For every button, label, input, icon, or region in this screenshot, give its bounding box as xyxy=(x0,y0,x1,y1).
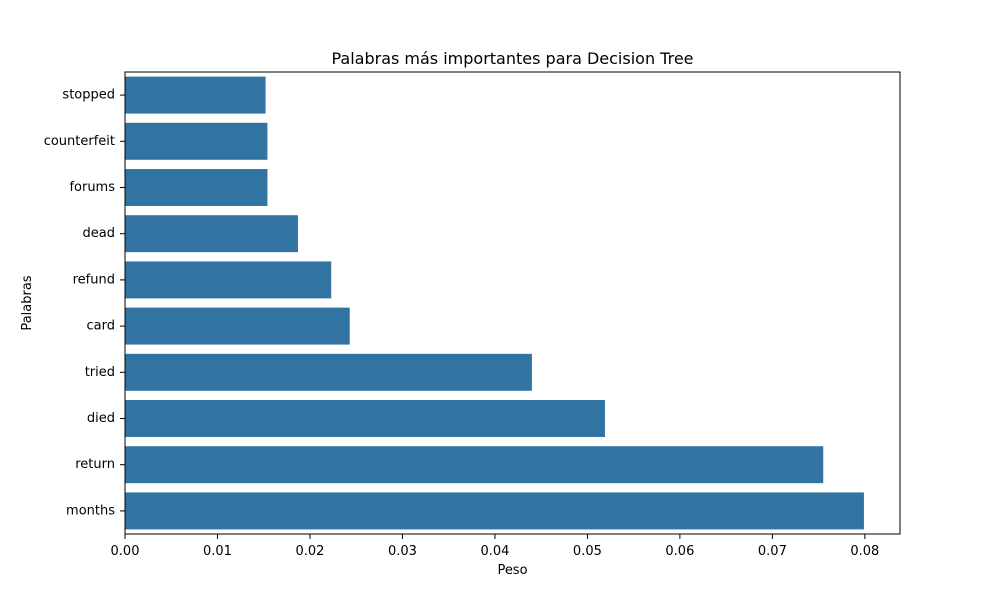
y-tick-label: card xyxy=(87,319,115,334)
x-tick-label: 0.01 xyxy=(203,544,232,559)
y-axis-label: Palabras xyxy=(20,275,35,330)
y-tick-label: tried xyxy=(85,365,115,380)
bar-died xyxy=(125,400,605,437)
bar-card xyxy=(125,307,350,345)
x-tick-label: 0.03 xyxy=(388,544,417,559)
x-tick-label: 0.08 xyxy=(850,544,879,559)
plot-frame xyxy=(124,71,901,535)
y-axis-ticks: stopped counterfeit forums dead refund card tr… xyxy=(44,88,125,518)
y-tick-label: died xyxy=(87,411,115,426)
bar-return xyxy=(125,446,824,484)
x-axis-ticks: 0.00 0.01 0.02 0.03 0.04 0.05 0.06 0.07 0.08 xyxy=(111,534,879,559)
bar-stopped xyxy=(125,76,266,114)
x-tick-label: 0.07 xyxy=(758,544,787,559)
bar-dead xyxy=(125,215,298,253)
y-tick-label: dead xyxy=(83,226,115,241)
chart-title: Palabras más importantes para Decision T… xyxy=(331,49,693,68)
bar-tried xyxy=(125,353,532,391)
bars-group xyxy=(125,76,864,530)
x-tick-label: 0.06 xyxy=(665,544,694,559)
x-tick-label: 0.00 xyxy=(111,544,140,559)
y-tick-label: refund xyxy=(73,272,115,287)
y-tick-label: return xyxy=(75,457,115,472)
x-axis-label: Peso xyxy=(497,563,527,578)
x-tick-label: 0.05 xyxy=(573,544,602,559)
y-tick-label: counterfeit xyxy=(44,134,115,149)
y-tick-label: months xyxy=(66,503,115,518)
bar-months xyxy=(125,492,864,530)
y-tick-label: stopped xyxy=(62,88,115,103)
bar-refund xyxy=(125,261,332,299)
x-tick-label: 0.02 xyxy=(295,544,324,559)
y-tick-label: forums xyxy=(69,180,115,195)
bar-forums xyxy=(125,169,268,206)
x-tick-label: 0.04 xyxy=(480,544,509,559)
bar-counterfeit xyxy=(125,122,268,160)
